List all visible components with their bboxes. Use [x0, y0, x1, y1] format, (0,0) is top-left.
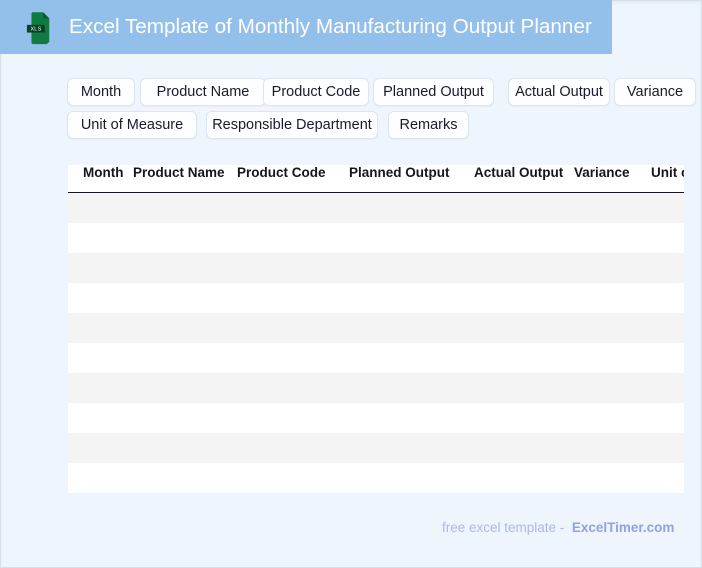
svg-text:XLS: XLS	[30, 26, 41, 32]
